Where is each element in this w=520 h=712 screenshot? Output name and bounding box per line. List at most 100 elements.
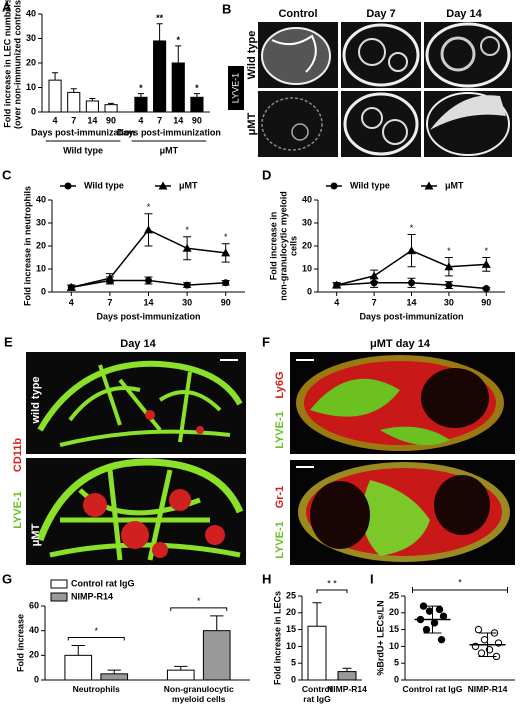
bar	[67, 91, 81, 113]
significance-bracket	[170, 607, 228, 611]
y-tick-label: 0	[41, 286, 46, 296]
error-bar	[175, 45, 182, 63]
error-bar	[342, 667, 352, 672]
annotation: *	[177, 35, 181, 45]
bar	[202, 630, 231, 681]
legend-swatch	[50, 579, 68, 589]
group-label: μMT	[160, 145, 179, 155]
bar	[171, 62, 185, 113]
x-tick-label: 90	[221, 297, 231, 307]
y-axis-label: Fold increase in	[268, 212, 278, 281]
column-header: Day 14	[446, 8, 482, 20]
x-tick-label: 14	[87, 115, 97, 125]
point	[425, 607, 434, 615]
bar	[166, 669, 195, 681]
error-bar	[174, 665, 188, 671]
y-axis-label: cells	[288, 236, 298, 256]
y-tick-label: 30	[302, 217, 312, 227]
marker	[444, 262, 454, 271]
legend-label: μMT	[179, 180, 198, 190]
x-tick-label: 7	[71, 115, 76, 125]
column-header: Control	[278, 8, 317, 20]
annotation: **	[156, 13, 164, 23]
error-bar	[156, 23, 163, 41]
y-tick-label: 10	[26, 82, 36, 92]
annotation: *	[447, 246, 451, 256]
x-tick-label: 14	[143, 297, 153, 307]
x-tick-label: 4	[53, 115, 58, 125]
x-tick-label: 14	[406, 297, 416, 307]
y-tick-label: 0	[34, 674, 39, 684]
error-bar	[107, 669, 121, 674]
significance-label: * *	[327, 578, 337, 588]
panel-letter: F	[262, 334, 270, 349]
point	[439, 612, 448, 620]
marker	[370, 279, 378, 287]
x-tick-label: 90	[481, 297, 491, 307]
marker	[144, 225, 153, 234]
stain-label: LYVE-1	[274, 411, 286, 449]
significance-bracket	[67, 636, 125, 641]
x-tick-label: 4	[138, 115, 143, 125]
significance-label: *	[94, 626, 98, 636]
y-axis-label: %BrdU+ LECs/LN	[375, 600, 385, 675]
error-bar	[70, 88, 77, 93]
bar	[337, 671, 357, 681]
bar	[64, 654, 93, 681]
y-tick-label: 60	[29, 600, 39, 610]
significance-bracket	[316, 589, 348, 593]
group-axis-label: Days post-immunization	[31, 127, 135, 137]
x-tick-label: 7	[107, 297, 112, 307]
x-tick-label: 90	[106, 115, 116, 125]
y-axis-label: Fold increase in LECs	[272, 591, 282, 685]
legend-label: μMT	[445, 180, 464, 190]
marker	[182, 243, 192, 252]
significance-label: *	[458, 577, 462, 587]
column-header: Day 7	[366, 8, 395, 20]
error-bar	[89, 98, 96, 101]
y-tick-label: 0	[307, 286, 312, 296]
legend-label: Wild type	[84, 180, 124, 190]
legend-marker	[64, 182, 72, 190]
y-tick-label: 15	[286, 624, 296, 634]
x-axis-label: Days post-immunization	[359, 311, 463, 321]
x-tick-label: 30	[182, 297, 192, 307]
point	[474, 625, 483, 634]
error-bar	[71, 644, 85, 656]
y-tick-label: 25	[389, 590, 399, 600]
marker	[482, 285, 490, 293]
marker	[221, 248, 231, 257]
annotation: *	[410, 223, 414, 233]
y-tick-label: 10	[36, 263, 46, 273]
y-tick-label: 30	[36, 217, 46, 227]
annotation: *	[139, 83, 143, 93]
stain-label: Ly6G	[274, 371, 286, 398]
y-tick-label: 10	[286, 641, 296, 651]
point	[422, 625, 431, 634]
stain-label: Gr-1	[274, 486, 286, 509]
y-tick-label: 15	[389, 624, 399, 634]
panel-letter: E	[4, 334, 13, 349]
error-bar	[137, 93, 144, 98]
annotation: *	[195, 83, 199, 93]
bar	[48, 79, 62, 113]
row-label: μMT	[30, 523, 42, 546]
x-tick-label: 14	[173, 115, 183, 125]
marker	[145, 277, 152, 284]
marker	[66, 282, 76, 291]
y-tick-label: 5	[394, 658, 399, 668]
error-bar	[193, 93, 200, 98]
group-label: Wild type	[63, 145, 103, 155]
panel-letter: I	[370, 571, 374, 586]
micrograph	[290, 352, 515, 565]
legend-swatch	[50, 592, 68, 602]
y-tick-label: 5	[291, 658, 296, 668]
point	[477, 649, 486, 657]
panel-letter: G	[2, 571, 12, 586]
panel-letter: C	[2, 167, 12, 182]
stain-label: CD11b	[12, 438, 24, 473]
x-tick-label: 4	[69, 297, 74, 307]
panel-letter: D	[262, 167, 271, 182]
